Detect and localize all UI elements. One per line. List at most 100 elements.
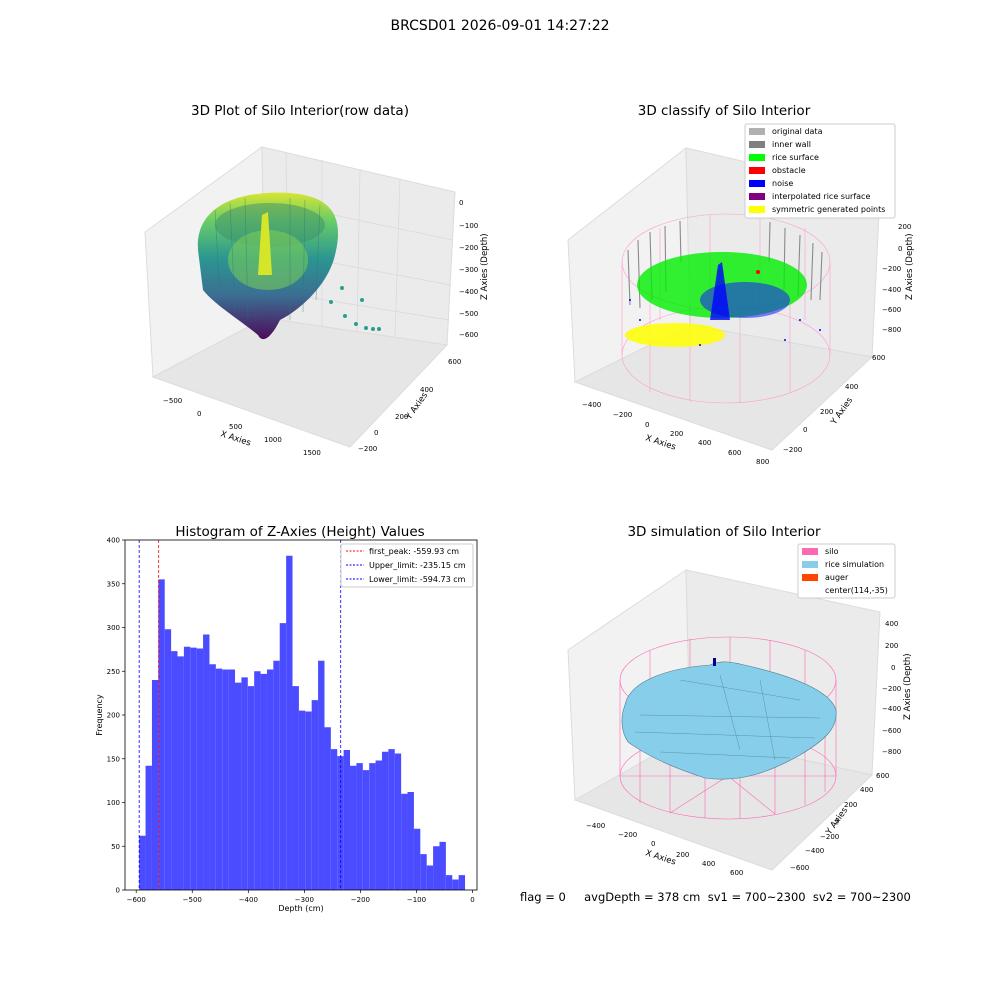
svg-text:400: 400 [702,860,715,868]
histogram-bar [215,668,223,890]
svg-text:−800: −800 [882,748,901,756]
x-tick-label: −500 [183,896,202,904]
raw-xlabel: X Axies [219,429,252,448]
classify-zlabel: Z Axies (Depth) [905,233,915,300]
figure-title: BRCSD01 2026-09-01 14:27:22 [390,18,610,34]
simulation-zlabel: Z Axies (Depth) [903,653,913,720]
svg-text:−400: −400 [459,288,478,296]
svg-text:0: 0 [898,245,902,253]
histogram-bar [164,629,172,890]
histogram-x-ticks: −600 −500 −400 −300 −200 −100 0 [127,890,475,904]
svg-text:0: 0 [835,817,839,825]
histogram-bar [260,673,267,890]
svg-text:silo: silo [825,547,839,556]
svg-text:600: 600 [448,358,461,366]
raw-ylabel: Y Axies [404,390,431,422]
histogram-bar [298,710,306,890]
svg-text:−600: −600 [790,864,809,872]
svg-text:0: 0 [374,429,378,437]
svg-text:−400: −400 [882,705,901,713]
histogram-bar [407,792,414,890]
legend-upper-limit: Upper_limit: -235.15 cm [369,561,466,570]
histogram-y-ticks: 0 50 100 150 200 250 300 350 400 [107,537,125,895]
svg-text:200: 200 [676,851,689,859]
classify-symmetric-points [625,323,725,347]
svg-text:−400: −400 [805,847,824,855]
svg-text:−200: −200 [613,411,632,419]
y-tick-label: 0 [116,887,120,895]
histogram-bar [273,660,280,890]
histogram-xlabel: Depth (cm) [278,904,323,913]
histogram-bar [139,835,146,890]
histogram-bar [362,770,370,890]
histogram-bar [209,664,216,890]
svg-text:−200: −200 [820,833,839,841]
svg-text:inner wall: inner wall [772,140,811,149]
histogram-bar [171,651,178,890]
svg-text:noise: noise [772,179,793,188]
histogram-bar [330,749,338,890]
raw-zlabel: Z Axies (Depth) [480,233,490,300]
svg-text:400: 400 [420,386,433,394]
histogram-bar [401,793,408,890]
svg-text:400: 400 [845,383,858,391]
x-tick-label: −200 [351,896,370,904]
svg-text:0: 0 [645,421,649,429]
svg-text:−200: −200 [882,265,901,273]
y-tick-label: 50 [111,843,120,851]
histogram-chart: −600 −500 −400 −300 −200 −100 0 0 50 100 150 200 25… [95,537,478,913]
svg-text:−200: −200 [783,446,802,454]
histogram-bar [369,763,376,890]
y-tick-label: 100 [107,799,120,807]
raw-scatter-points [197,192,381,340]
histogram-legend: first_peak: -559.93 cm Upper_limit: -235… [340,543,474,588]
simulation-legend: silo rice simulation auger center(114,-3… [797,543,896,599]
histogram-bars [139,555,466,890]
histogram-bar [145,765,152,890]
classify-tick-labels: −400 −200 0 200 400 600 800 600 400 200 … [582,223,911,466]
histogram-bar [420,854,427,890]
histogram-bar [203,634,210,890]
histogram-bar [413,828,421,890]
histogram-bar [279,623,287,890]
histogram-bar [235,682,242,890]
histogram-bar [247,686,255,890]
histogram-bar [305,711,312,890]
svg-text:200: 200 [820,408,833,416]
histogram-bar [158,579,165,890]
y-tick-label: 200 [107,712,120,720]
svg-text:200: 200 [670,430,683,438]
svg-text:0: 0 [803,426,807,434]
simulation-rice-surface [621,658,837,780]
histogram-bar [177,656,184,890]
svg-text:−500: −500 [459,310,478,318]
histogram-bar [222,669,229,890]
histogram-bar [445,875,453,890]
svg-text:600: 600 [728,449,741,457]
svg-text:interpolated rice surface: interpolated rice surface [772,192,870,201]
histogram-bar [375,760,382,890]
svg-text:200: 200 [844,801,857,809]
legend-swatch-inner-wall [749,141,765,148]
y-tick-label: 350 [107,580,120,588]
histogram-reference-lines [138,540,342,890]
svg-text:0: 0 [197,410,201,418]
x-tick-label: −600 [127,896,146,904]
classify-noise [629,299,821,346]
histogram-bar [458,875,466,890]
histogram-bar [318,660,325,890]
histogram-bar [190,647,197,890]
histogram-bar [324,727,331,890]
classify-rice-surface [637,252,807,320]
raw-axes-panes [144,146,456,448]
svg-text:800: 800 [756,458,769,466]
histogram-bar [254,671,261,890]
y-tick-label: 150 [107,755,120,763]
histogram-bar [286,555,293,890]
legend-swatch-noise [749,180,765,187]
svg-text:600: 600 [876,772,889,780]
simulation-xlabel: X Axies [644,848,677,867]
svg-text:auger: auger [825,573,849,582]
raw-tick-labels: −500 0 500 1000 1500 600 400 200 0 −200 … [163,199,478,457]
histogram-bar [266,669,274,890]
